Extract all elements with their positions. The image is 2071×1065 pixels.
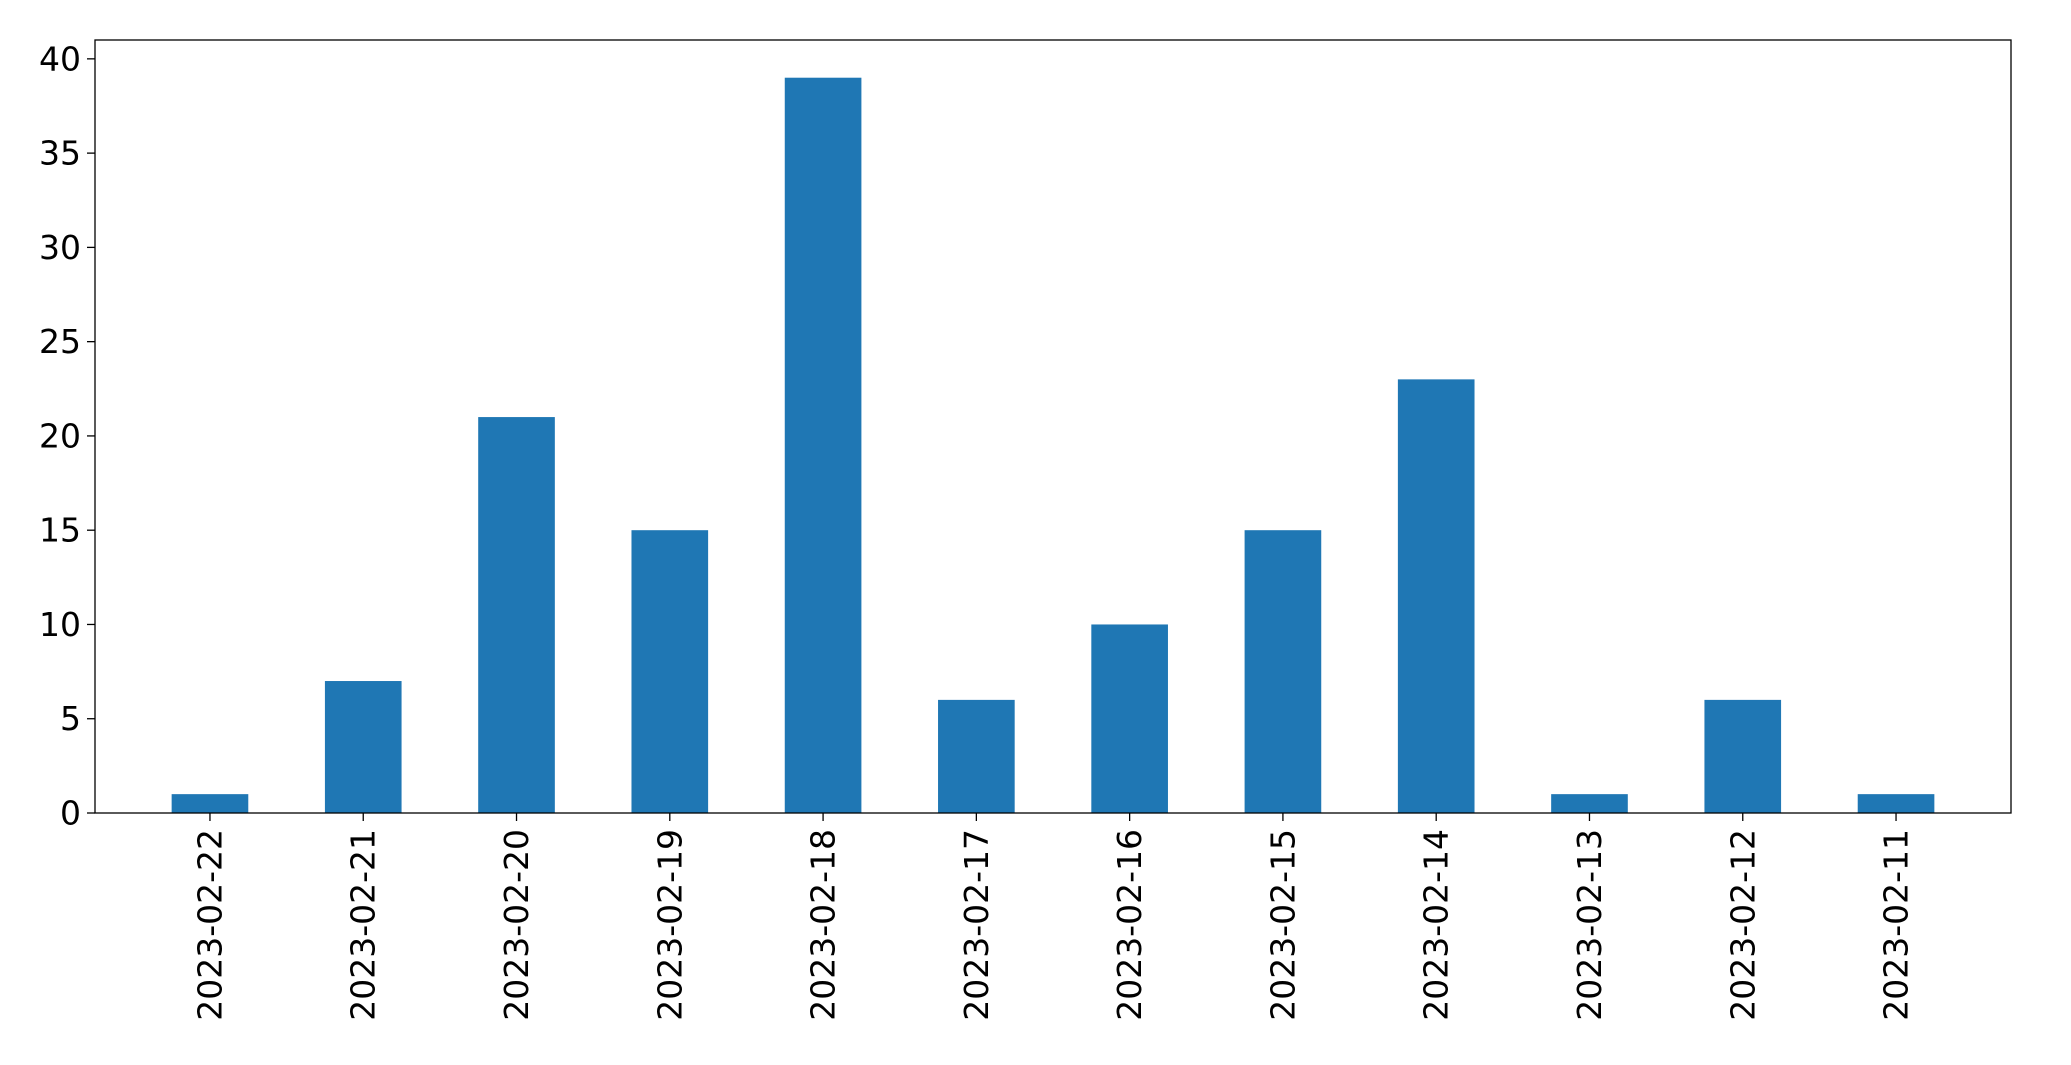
bar-2023-02-18: [784, 77, 862, 813]
y-tick-label: 35: [39, 134, 81, 173]
bar-2023-02-12: [1704, 699, 1782, 813]
bars-layer: [171, 77, 1935, 813]
bar-2023-02-13: [1551, 794, 1628, 813]
y-tick-label: 5: [60, 699, 81, 738]
bar-2023-02-15: [1244, 530, 1322, 813]
bar-2023-02-19: [631, 530, 709, 813]
x-axis: 2023-02-22 2023-02-21 2023-02-20 2023-02-19…: [190, 813, 1916, 1021]
x-tick-label: 2023-02-13: [1570, 829, 1609, 1021]
y-tick-label: 15: [39, 511, 81, 550]
y-tick-label: 20: [39, 416, 81, 455]
x-tick-label: 2023-02-22: [190, 829, 229, 1021]
bar-2023-02-22: [171, 794, 249, 813]
bar-2023-02-14: [1397, 379, 1475, 813]
x-tick-label: 2023-02-19: [650, 829, 689, 1021]
x-tick-label: 2023-02-15: [1263, 829, 1302, 1021]
y-tick-label: 0: [60, 794, 81, 833]
x-tick-label: 2023-02-16: [1110, 829, 1149, 1021]
bar-2023-02-16: [1091, 624, 1168, 813]
y-tick-label: 10: [39, 605, 81, 644]
y-tick-label: 30: [39, 228, 81, 267]
x-tick-label: 2023-02-11: [1877, 829, 1916, 1021]
bar-2023-02-20: [478, 417, 555, 813]
x-tick-label: 2023-02-14: [1417, 829, 1456, 1021]
y-tick-label: 25: [39, 322, 81, 361]
plot-frame: [94, 39, 2012, 814]
y-tick-label: 40: [39, 39, 81, 78]
x-tick-label: 2023-02-17: [957, 829, 996, 1021]
bar-2023-02-11: [1857, 794, 1935, 813]
x-tick-label: 2023-02-18: [804, 829, 843, 1021]
y-axis: 0 5 10 15 20 25 30 35 40: [39, 39, 95, 833]
bar-2023-02-21: [324, 681, 402, 813]
x-tick-label: 2023-02-21: [344, 829, 383, 1021]
x-tick-label: 2023-02-20: [497, 829, 536, 1021]
bar-2023-02-17: [938, 699, 1015, 813]
x-tick-label: 2023-02-12: [1723, 829, 1762, 1021]
